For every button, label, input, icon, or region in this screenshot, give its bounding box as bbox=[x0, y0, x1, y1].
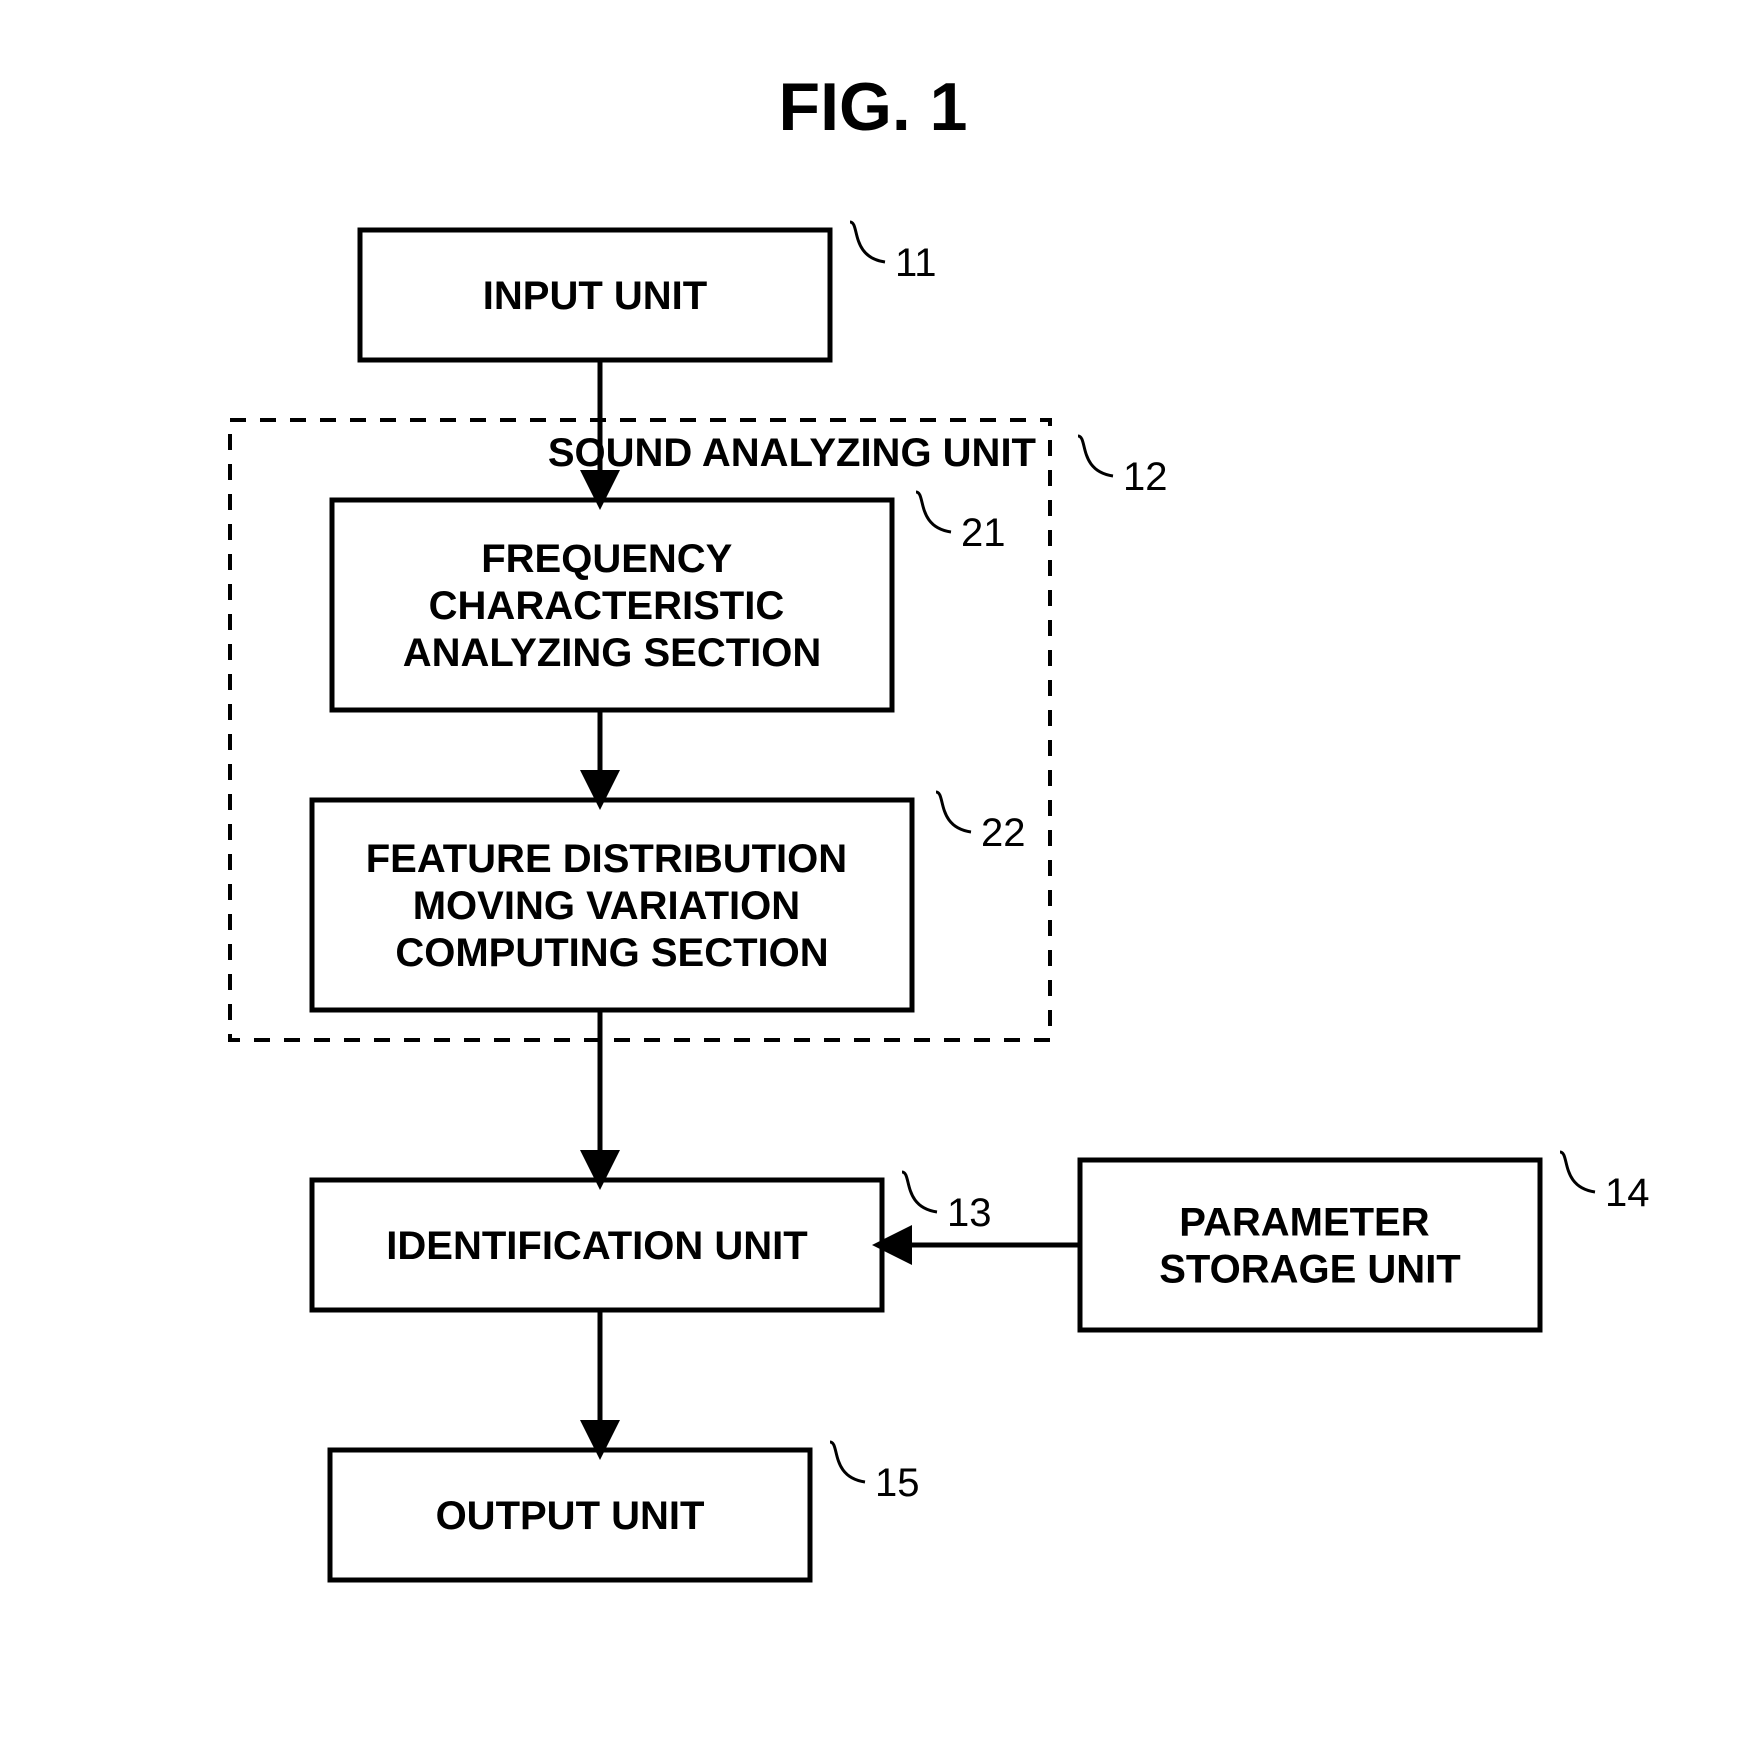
sound-analyzing-unit-leader bbox=[1078, 436, 1113, 476]
input-unit-ref: 11 bbox=[895, 241, 937, 285]
feature-section-box: FEATURE DISTRIBUTION MOVING VARIATION CO… bbox=[312, 800, 912, 1010]
block-diagram: FIG. 1 SOUND ANALYZING UNIT INPUT UNIT F… bbox=[0, 0, 1747, 1739]
feature-section-leader bbox=[936, 792, 971, 832]
output-unit-box: OUTPUT UNIT bbox=[330, 1450, 810, 1580]
identification-unit-label: IDENTIFICATION UNIT bbox=[386, 1224, 807, 1268]
identification-unit-box: IDENTIFICATION UNIT bbox=[312, 1180, 882, 1310]
sound-analyzing-unit-label: SOUND ANALYZING UNIT bbox=[548, 431, 1036, 475]
frequency-section-ref: 21 bbox=[961, 511, 1006, 555]
figure-title: FIG. 1 bbox=[779, 69, 968, 145]
output-unit-leader bbox=[830, 1442, 865, 1482]
feature-section-ref: 22 bbox=[981, 811, 1026, 855]
output-unit-label: OUTPUT UNIT bbox=[436, 1494, 705, 1538]
identification-unit-ref: 13 bbox=[947, 1191, 992, 1235]
parameter-storage-unit-ref: 14 bbox=[1605, 1171, 1650, 1215]
input-unit-leader bbox=[850, 222, 885, 262]
output-unit-ref: 15 bbox=[875, 1461, 920, 1505]
input-unit-box: INPUT UNIT bbox=[360, 230, 830, 360]
frequency-section-box: FREQUENCY CHARACTERISTIC ANALYZING SECTI… bbox=[332, 500, 892, 710]
parameter-storage-unit-box: PARAMETER STORAGE UNIT bbox=[1080, 1160, 1540, 1330]
frequency-section-leader bbox=[916, 492, 951, 532]
feature-section-label: FEATURE DISTRIBUTION MOVING VARIATION CO… bbox=[366, 837, 859, 975]
input-unit-label: INPUT UNIT bbox=[483, 274, 707, 318]
parameter-storage-unit-leader bbox=[1560, 1152, 1595, 1192]
identification-unit-leader bbox=[902, 1172, 937, 1212]
sound-analyzing-unit-ref: 12 bbox=[1123, 455, 1168, 499]
